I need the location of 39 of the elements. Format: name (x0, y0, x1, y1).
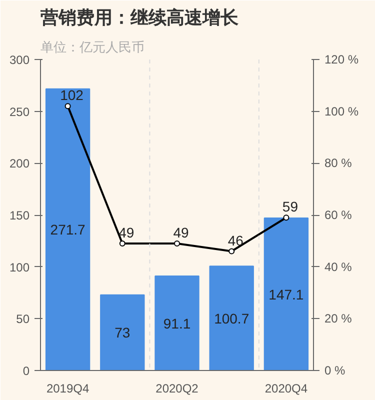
point (283, 214, 290, 221)
data-label: 59 (282, 198, 298, 215)
bar (209, 266, 254, 370)
bar (45, 88, 90, 370)
y-tick-label: 100 (9, 260, 30, 274)
y-tick-label: 150 (9, 208, 30, 222)
y-tick-label: 50 (16, 312, 30, 326)
y-tick-label: 300 (9, 53, 30, 67)
data-label: 49 (173, 224, 189, 241)
chart-title: 营销费用：继续高速增长 (40, 8, 240, 28)
y2-tick-label: 0 % (324, 364, 346, 378)
data-label: 271.7 (50, 222, 86, 238)
bar (154, 276, 200, 370)
y-tick-label: 250 (9, 104, 30, 119)
y2-tick-label: 100 % (324, 104, 359, 118)
data-label: 100.7 (214, 310, 250, 326)
chart-subtitle: 单位：亿元人民币 (40, 40, 144, 54)
y2-tick-label: 40 % (324, 260, 352, 274)
y2-tick-label: 60 % (324, 208, 352, 222)
point (64, 103, 71, 110)
bar (100, 294, 145, 370)
data-label: 49 (118, 224, 134, 241)
y2-tick-label: 20 % (324, 312, 352, 326)
data-label: 91.1 (163, 315, 191, 332)
y-tick-label: 0 (22, 364, 30, 378)
y-tick-label: 200 (9, 156, 30, 171)
point (228, 248, 235, 254)
data-label: 73 (114, 324, 130, 341)
data-label: 102 (60, 87, 84, 104)
y2-tick-label: 80 % (324, 156, 352, 170)
data-label: 46 (228, 232, 244, 248)
data-label: 147.1 (268, 286, 304, 302)
bar (264, 218, 309, 370)
x-tick-label: 2019Q4 (46, 382, 90, 396)
x-tick-label: 2020Q2 (156, 382, 199, 396)
point (119, 240, 126, 247)
point (174, 240, 180, 247)
y2-tick-label: 120 % (324, 52, 359, 66)
x-tick-label: 2020Q4 (264, 382, 308, 396)
